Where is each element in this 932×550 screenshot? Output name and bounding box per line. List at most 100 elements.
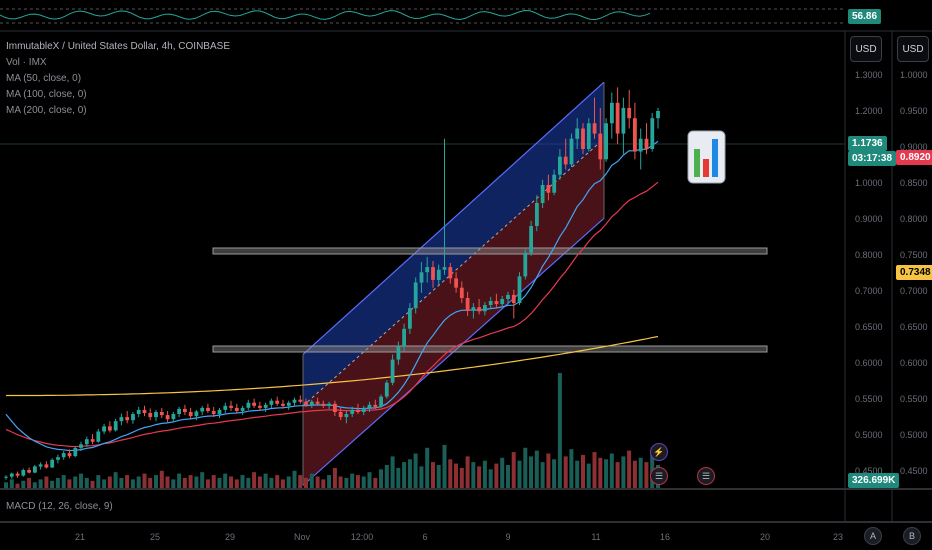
right-tick-3: 0.8500 bbox=[900, 178, 928, 188]
bar-chart-icon[interactable] bbox=[687, 130, 726, 184]
volume-bar-5 bbox=[32, 482, 37, 489]
volume-bar-19 bbox=[113, 472, 118, 488]
volume-indicator-label[interactable]: Vol · IMX bbox=[6, 57, 47, 68]
volume-bar-102 bbox=[592, 452, 597, 488]
us-flag-icon[interactable]: ☰ bbox=[650, 467, 668, 485]
log-scale-button[interactable]: B bbox=[903, 527, 921, 545]
candle-body-89 bbox=[517, 276, 522, 304]
moving-averages bbox=[5, 140, 659, 452]
currency-button-left[interactable]: USD bbox=[850, 36, 882, 62]
candle-body-62 bbox=[361, 407, 366, 412]
volume-bar-101 bbox=[586, 463, 591, 488]
right-tick-8: 0.6000 bbox=[900, 358, 928, 368]
candle-body-11 bbox=[67, 453, 72, 457]
volume-bar-54 bbox=[315, 476, 320, 488]
candle-body-6 bbox=[38, 464, 43, 467]
volume-bar-82 bbox=[477, 466, 482, 488]
candle-body-32 bbox=[188, 412, 193, 417]
candle-body-83 bbox=[483, 305, 487, 312]
volume-bar-30 bbox=[177, 473, 182, 488]
macd-label[interactable]: MACD (12, 26, close, 9) bbox=[6, 501, 113, 512]
volume-bar-89 bbox=[517, 460, 522, 488]
volume-bar-4 bbox=[27, 477, 32, 488]
candle-body-71 bbox=[413, 282, 418, 309]
candle-body-56 bbox=[327, 403, 331, 406]
volume-bar-69 bbox=[402, 462, 407, 488]
candle-body-97 bbox=[563, 156, 568, 165]
volume-bar-14 bbox=[84, 477, 89, 488]
volume-bar-31 bbox=[182, 477, 187, 488]
lightning-icon[interactable]: ⚡ bbox=[650, 443, 668, 461]
volume-bar-59 bbox=[344, 477, 349, 488]
candle-body-75 bbox=[436, 269, 441, 280]
candle-body-15 bbox=[90, 439, 95, 442]
volume-bar-22 bbox=[130, 479, 135, 488]
candle-body-102 bbox=[592, 123, 597, 134]
ma200-line bbox=[6, 335, 659, 397]
volume-bar-75 bbox=[436, 465, 441, 488]
volume-bar-27 bbox=[159, 470, 164, 489]
candle-body-91 bbox=[529, 226, 533, 253]
volume-bar-96 bbox=[557, 373, 562, 488]
candle-body-81 bbox=[471, 307, 476, 311]
auto-scale-button[interactable]: A bbox=[864, 527, 882, 545]
time-tick-0: 21 bbox=[75, 532, 85, 542]
candle-body-87 bbox=[506, 294, 510, 299]
regression-channel bbox=[302, 81, 605, 486]
candle-body-17 bbox=[102, 426, 106, 432]
currency-button-right[interactable]: USD bbox=[897, 36, 929, 62]
volume-bar-24 bbox=[142, 473, 147, 488]
candle-body-88 bbox=[511, 294, 516, 304]
ma100-label[interactable]: MA (100, close, 0) bbox=[6, 89, 87, 100]
volume-bar-26 bbox=[154, 475, 158, 488]
candle-body-106 bbox=[615, 102, 620, 134]
candle-body-35 bbox=[206, 407, 210, 411]
volume-bar-1 bbox=[9, 479, 14, 488]
candle-body-61 bbox=[356, 409, 360, 412]
candle-body-64 bbox=[373, 404, 378, 407]
volume-bar-109 bbox=[632, 460, 637, 488]
candle-body-55 bbox=[321, 403, 326, 406]
volume-bar-55 bbox=[321, 479, 326, 488]
candle-body-70 bbox=[408, 308, 412, 329]
candle-body-77 bbox=[448, 267, 453, 279]
time-tick-2: 29 bbox=[225, 532, 235, 542]
candle-body-24 bbox=[142, 409, 147, 413]
volume-bar-48 bbox=[280, 479, 285, 488]
candle-body-19 bbox=[113, 421, 118, 431]
candle-body-38 bbox=[223, 405, 228, 410]
time-axis[interactable]: 21 25 29 Nov 12:00 6 9 11 16 20 23 bbox=[75, 532, 843, 542]
volume-bar-73 bbox=[425, 447, 430, 489]
volume-bar-8 bbox=[50, 480, 55, 488]
us-flag-icon-2[interactable]: ☰ bbox=[697, 467, 715, 485]
volume-bar-28 bbox=[165, 476, 170, 488]
candle-body-99 bbox=[575, 128, 580, 139]
candle-body-14 bbox=[84, 439, 89, 445]
volume-bar-58 bbox=[338, 476, 343, 488]
candle-body-65 bbox=[379, 396, 383, 407]
ma50-label[interactable]: MA (50, close, 0) bbox=[6, 73, 82, 84]
candle-body-4 bbox=[27, 470, 31, 473]
candle-body-9 bbox=[56, 457, 60, 460]
time-tick-10: 23 bbox=[833, 532, 843, 542]
volume-bar-63 bbox=[367, 472, 372, 488]
time-tick-4: 12:00 bbox=[351, 532, 374, 542]
volume-bar-25 bbox=[148, 477, 153, 488]
volume-bar-46 bbox=[269, 477, 274, 488]
volume-bar-35 bbox=[205, 479, 210, 488]
icon-bar-green bbox=[694, 149, 700, 177]
volume-bar-37 bbox=[217, 477, 222, 488]
volume-bar-41 bbox=[240, 475, 245, 488]
volume-bar-34 bbox=[200, 472, 205, 488]
volume-bar-23 bbox=[136, 476, 141, 488]
price-tick-0: 1.3000 bbox=[855, 70, 883, 80]
time-tick-7: 11 bbox=[591, 532, 600, 542]
volume-bar-66 bbox=[384, 465, 389, 488]
candle-body-69 bbox=[402, 328, 406, 347]
ma200-label[interactable]: MA (200, close, 0) bbox=[6, 105, 87, 116]
candle-body-51 bbox=[298, 399, 303, 402]
candle-body-109 bbox=[633, 118, 637, 152]
candle-body-67 bbox=[390, 359, 395, 383]
volume-bar-74 bbox=[431, 462, 435, 488]
